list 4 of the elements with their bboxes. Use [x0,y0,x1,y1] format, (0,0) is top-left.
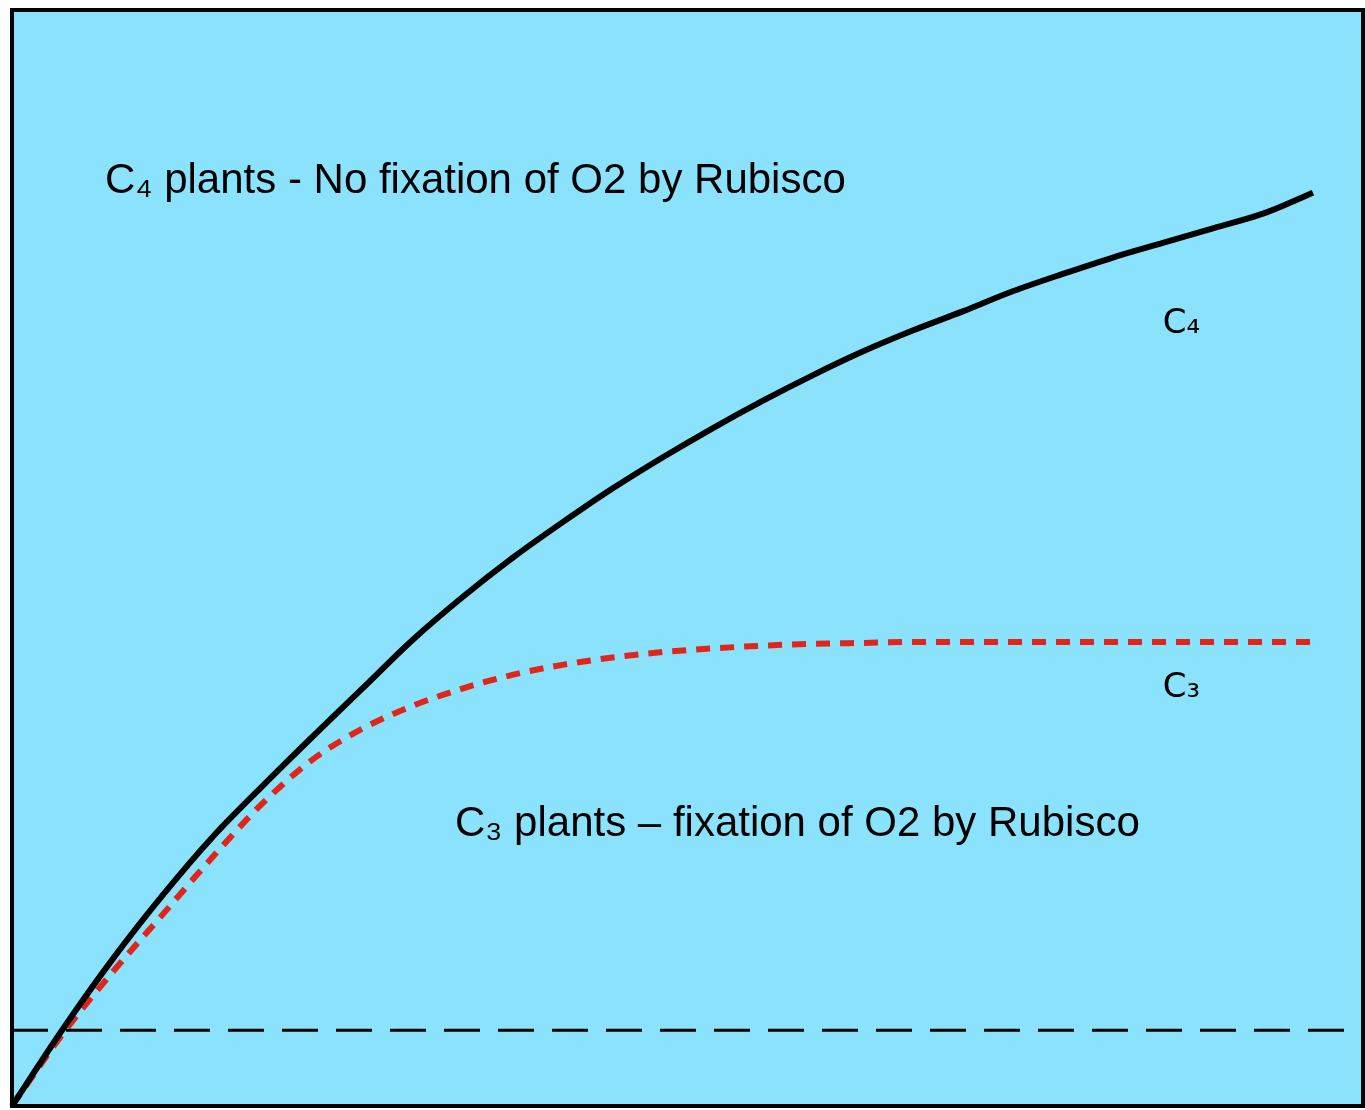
annotation: C₄ plants - No fixation of O2 by Rubisco [105,155,846,203]
series-label: C₄ [1162,300,1201,341]
series-label: C₃ [1162,665,1201,706]
annotation: C₃ plants – fixation of O2 by Rubisco [455,798,1140,846]
